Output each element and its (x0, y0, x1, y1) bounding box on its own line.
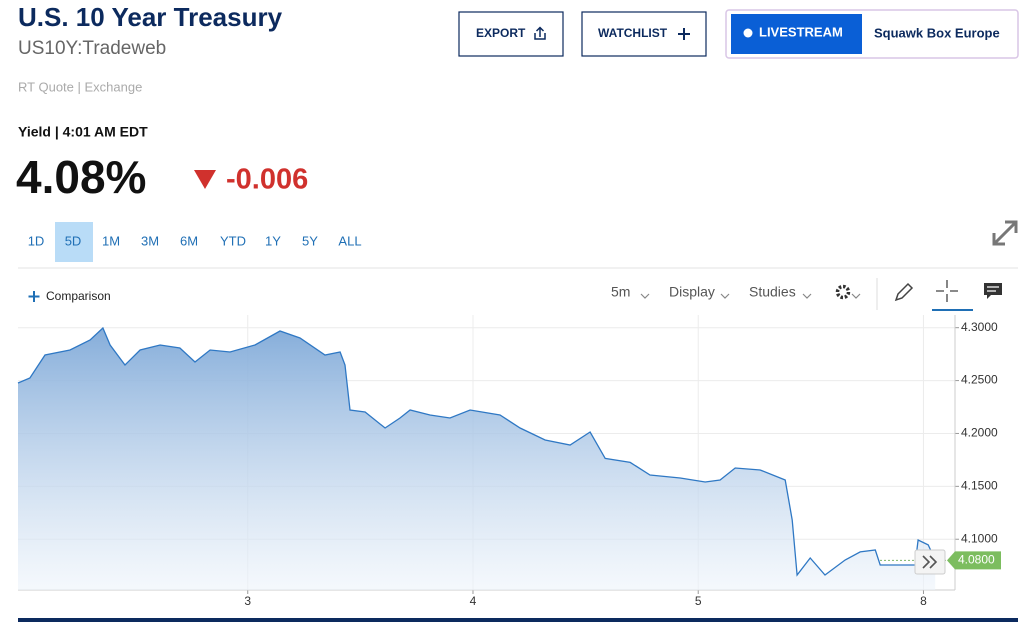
title: U.S. 10 Year Treasury (18, 2, 283, 32)
watchlist-button[interactable]: WATCHLIST (581, 11, 707, 57)
scroll-arrows (922, 555, 938, 569)
yield-label: Yield | 4:01 AM EDT (18, 124, 148, 140)
down-arrow (194, 170, 216, 189)
pencil-icon[interactable] (894, 282, 914, 302)
chevrons (640, 293, 861, 299)
x-tick-label: 3 (244, 594, 251, 608)
plus-icon (678, 28, 690, 40)
livestream-widget[interactable]: LIVESTREAM Squawk Box Europe (725, 9, 1019, 59)
x-tick-label: 8 (920, 594, 927, 608)
interval[interactable]: 5m (611, 284, 630, 300)
range-tab[interactable]: 6M (180, 233, 198, 248)
price: 4.08% (16, 151, 146, 203)
gear-icon[interactable] (835, 284, 851, 300)
studies[interactable]: Studies (749, 284, 796, 300)
x-tick-label: 5 (695, 594, 702, 608)
expand-icon[interactable] (992, 220, 1018, 246)
y-tick-label: 4.1000 (961, 531, 998, 545)
y-tick-label: 4.1500 (961, 479, 998, 493)
crosshair-icon[interactable] (936, 280, 958, 302)
range-tab[interactable]: 3M (141, 233, 159, 248)
comparison-plus (28, 291, 40, 302)
quote-source: RT Quote | Exchange (18, 79, 142, 94)
range-tab[interactable]: YTD (220, 233, 246, 248)
x-tick-label: 4 (470, 594, 477, 608)
livestream-label: LIVESTREAM (759, 24, 843, 39)
range-tab[interactable]: 1Y (265, 233, 281, 248)
export-button[interactable]: EXPORT (458, 11, 564, 57)
range-tab[interactable]: 1D (28, 233, 45, 248)
comparison[interactable]: Comparison (46, 289, 111, 303)
display[interactable]: Display (669, 284, 715, 300)
y-tick-label: 4.2500 (961, 373, 998, 387)
chart: 4.3000 4.2500 4.2000 4.1500 4.1000 3 4 5 8 4.0800 (17, 315, 1001, 608)
last-value-label: 4.0800 (958, 553, 995, 567)
live-dot (743, 28, 753, 38)
range-tab[interactable]: ALL (338, 233, 361, 248)
range-tabs: 1D 5D 1M 3M 6M YTD 1Y 5Y ALL (28, 222, 362, 262)
y-tick-label: 4.2000 (961, 426, 998, 440)
comment-lines (987, 286, 999, 292)
area-fill (18, 328, 936, 590)
change: -0.006 (226, 164, 308, 196)
show-name: Squawk Box Europe (874, 25, 1000, 40)
export-label: EXPORT (476, 26, 526, 40)
watchlist-label: WATCHLIST (598, 26, 668, 40)
range-tab[interactable]: 1M (102, 233, 120, 248)
export-icon (534, 26, 546, 40)
price-line (17, 326, 936, 577)
last-value-tag (947, 551, 1001, 570)
y-tick-label: 4.3000 (961, 320, 998, 334)
bottom-bar (18, 618, 1018, 622)
range-tab[interactable]: 5D (65, 233, 82, 248)
symbol: US10Y:Tradeweb (18, 38, 166, 59)
tab-selected (55, 222, 93, 262)
range-tab[interactable]: 5Y (302, 233, 318, 248)
